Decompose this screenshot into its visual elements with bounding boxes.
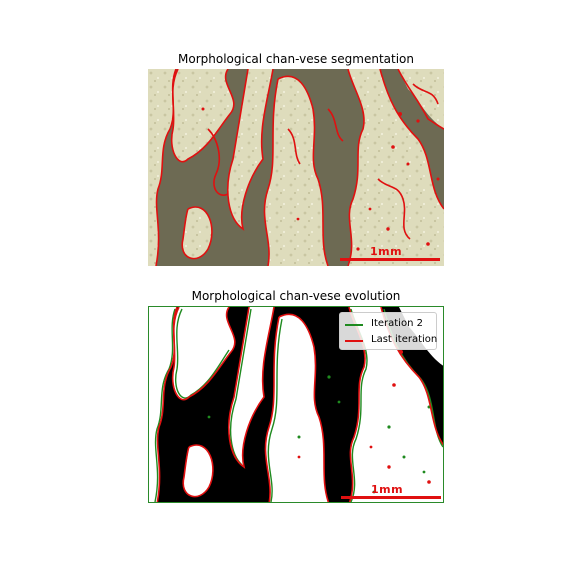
- evolution-image: 1mm Iteration 2 Last iteration: [148, 306, 444, 503]
- legend: Iteration 2 Last iteration: [339, 312, 437, 350]
- scalebar-label: 1mm: [370, 245, 403, 258]
- last-iteration-specks: [297, 350, 431, 484]
- legend-swatch-iteration2: [345, 324, 363, 326]
- last-iteration-contours: [155, 69, 444, 266]
- legend-label: Iteration 2: [371, 318, 423, 329]
- scalebar-line: [340, 258, 440, 261]
- contour-specks: [201, 107, 440, 251]
- legend-swatch-last-iteration: [345, 340, 363, 342]
- segmentation-panel: Morphological chan-vese segmentation: [148, 52, 444, 268]
- evolution-panel: Morphological chan-vese evolution: [148, 289, 444, 505]
- legend-label: Last iteration: [371, 334, 438, 345]
- segmentation-image-svg: [148, 69, 444, 266]
- evolution-title: Morphological chan-vese evolution: [191, 289, 401, 303]
- iteration2-specks: [207, 375, 431, 494]
- segmentation-image: 1mm: [148, 69, 444, 266]
- segmented-regions: [149, 307, 443, 502]
- scalebar-label: 1mm: [371, 483, 404, 496]
- evolution-image-svg: [149, 307, 443, 502]
- light-tissue-regions: [148, 69, 444, 266]
- scalebar-line: [341, 496, 441, 499]
- segmentation-title: Morphological chan-vese segmentation: [178, 52, 414, 66]
